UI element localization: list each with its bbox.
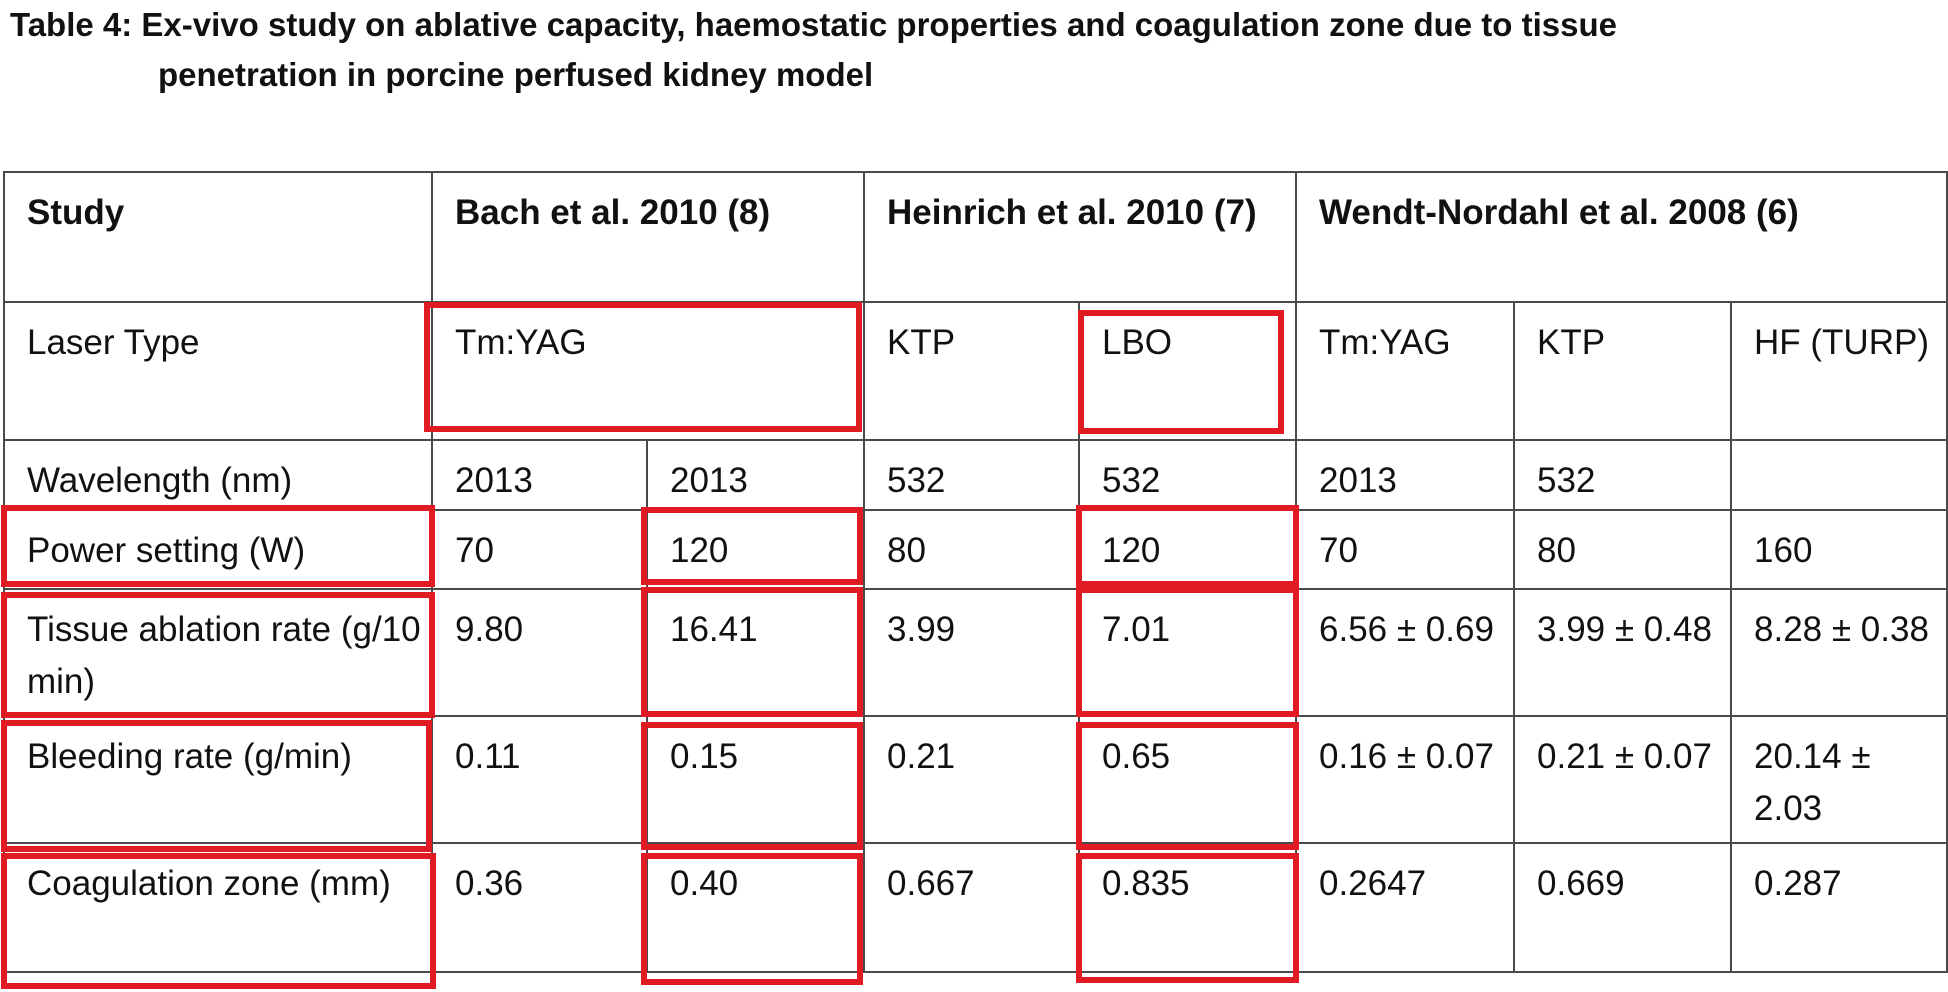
table-cell: 9.80 xyxy=(431,588,648,717)
table-cell: 0.65 xyxy=(1077,715,1298,844)
table-cell: 6.56 ± 0.69 xyxy=(1295,588,1516,717)
table-cell: 0.287 xyxy=(1730,842,1948,973)
cell-laser-heinrich-2: LBO xyxy=(1077,301,1298,441)
caption-line-1: Table 4: Ex-vivo study on ablative capac… xyxy=(10,6,1617,43)
data-table: Study Bach et al. 2010 (8) Heinrich et a… xyxy=(3,171,1948,973)
table-cell: 532 xyxy=(863,439,1080,511)
table-cell: 0.16 ± 0.07 xyxy=(1295,715,1516,844)
row-label: Power setting (W) xyxy=(3,509,433,590)
table-cell: 2013 xyxy=(646,439,865,511)
table-cell: 0.15 xyxy=(646,715,865,844)
table-cell: 120 xyxy=(1077,509,1298,590)
table-row: Power setting (W) 70 120 80 120 70 80 16… xyxy=(3,509,1948,590)
table-cell: 0.40 xyxy=(646,842,865,973)
table-cell: 80 xyxy=(863,509,1080,590)
table-cell: 20.14 ± 2.03 xyxy=(1730,715,1948,844)
table-row: Bleeding rate (g/min) 0.11 0.15 0.21 0.6… xyxy=(3,715,1948,844)
row-label: Laser Type xyxy=(3,301,433,441)
table-cell: 80 xyxy=(1513,509,1733,590)
header-heinrich: Heinrich et al. 2010 (7) xyxy=(862,171,1298,303)
table-cell: 120 xyxy=(646,509,865,590)
cell-laser-bach: Tm:YAG xyxy=(431,301,865,441)
table-row: Coagulation zone (mm) 0.36 0.40 0.667 0.… xyxy=(3,842,1948,973)
table-caption: Table 4: Ex-vivo study on ablative capac… xyxy=(10,0,1940,100)
table-cell: 532 xyxy=(1077,439,1298,511)
table-cell: 0.21 xyxy=(863,715,1080,844)
table-cell: 8.28 ± 0.38 xyxy=(1730,588,1948,717)
table-cell: 0.2647 xyxy=(1295,842,1516,973)
table-cell: 160 xyxy=(1730,509,1948,590)
table-cell: 532 xyxy=(1513,439,1733,511)
table-cell: 70 xyxy=(1295,509,1516,590)
cell-laser-heinrich-1: KTP xyxy=(863,301,1080,441)
cell-laser-wendt-2: KTP xyxy=(1513,301,1733,441)
cell-laser-wendt-3: HF (TURP) xyxy=(1730,301,1948,441)
table-cell: 0.11 xyxy=(431,715,648,844)
table-cell: 7.01 xyxy=(1077,588,1298,717)
row-label: Tissue ablation rate (g/10 min) xyxy=(3,588,433,717)
table-cell: 3.99 ± 0.48 xyxy=(1513,588,1733,717)
table-cell: 0.669 xyxy=(1513,842,1733,973)
table-cell: 3.99 xyxy=(863,588,1080,717)
table-cell: 0.36 xyxy=(431,842,648,973)
table-cell: 2013 xyxy=(431,439,648,511)
cell-laser-wendt-1: Tm:YAG xyxy=(1295,301,1516,441)
table-row: Wavelength (nm) 2013 2013 532 532 2013 5… xyxy=(3,439,1948,511)
header-study: Study xyxy=(3,171,433,303)
header-bach: Bach et al. 2010 (8) xyxy=(431,171,865,303)
caption-line-2: penetration in porcine perfused kidney m… xyxy=(158,56,874,93)
laser-type-row: Laser Type Tm:YAG KTP LBO Tm:YAG KTP HF … xyxy=(3,301,1948,441)
table-cell: 2013 xyxy=(1295,439,1516,511)
header-row: Study Bach et al. 2010 (8) Heinrich et a… xyxy=(3,171,1948,303)
row-label: Bleeding rate (g/min) xyxy=(3,715,433,844)
header-wendt: Wendt-Nordahl et al. 2008 (6) xyxy=(1295,171,1948,303)
table-cell: 0.667 xyxy=(863,842,1080,973)
table-cell: 0.21 ± 0.07 xyxy=(1513,715,1733,844)
row-label: Wavelength (nm) xyxy=(3,439,433,511)
table-row: Tissue ablation rate (g/10 min) 9.80 16.… xyxy=(3,588,1948,717)
table-cell: 0.835 xyxy=(1077,842,1298,973)
row-label: Coagulation zone (mm) xyxy=(3,842,433,973)
table-cell: 70 xyxy=(431,509,648,590)
table-cell: 16.41 xyxy=(646,588,865,717)
table-cell xyxy=(1730,439,1948,511)
